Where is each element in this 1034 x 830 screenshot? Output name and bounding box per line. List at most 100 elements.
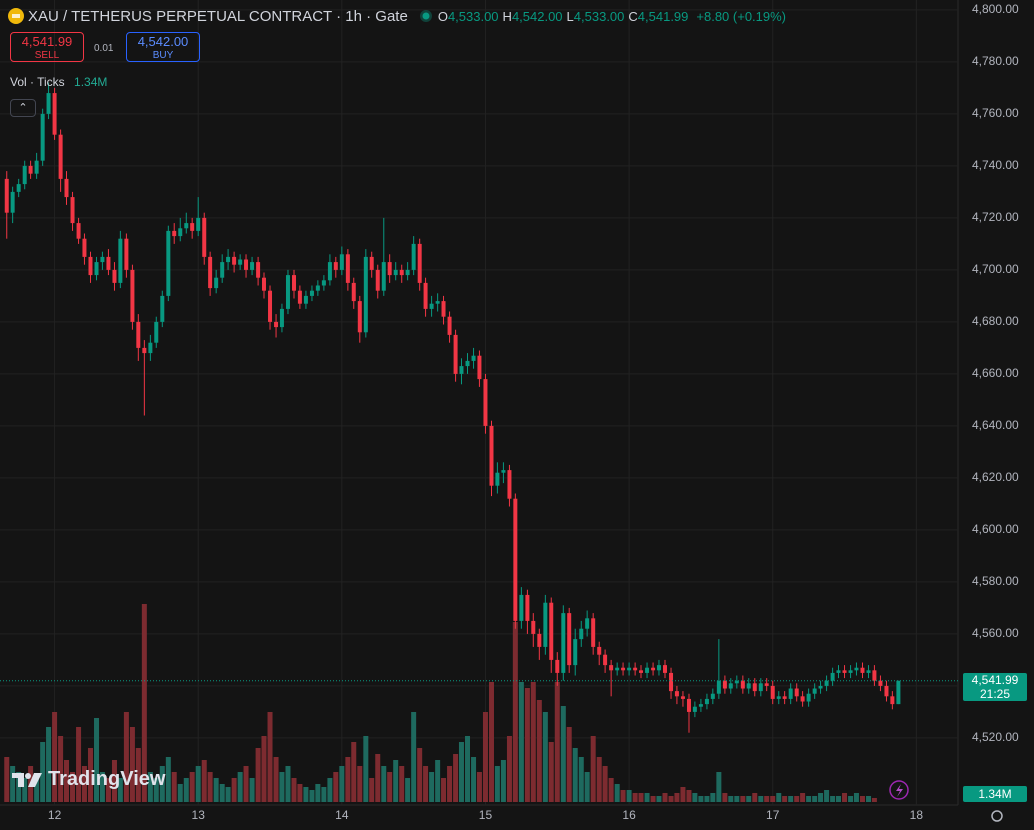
volume-bar: [620, 790, 626, 802]
volume-bar: [46, 727, 52, 802]
change: +8.80 (+0.19%): [696, 8, 787, 24]
volume-bar: [441, 778, 447, 802]
candle-body: [806, 693, 811, 702]
candle-body: [148, 342, 153, 354]
volume-bar: [488, 682, 494, 802]
volume-bar: [267, 712, 273, 802]
volume-bar: [123, 712, 129, 802]
candle-body: [232, 256, 237, 265]
candle-body: [728, 683, 733, 689]
volume-bar: [710, 793, 716, 802]
volume-bar: [393, 760, 399, 802]
alert-icon-bolt: [896, 784, 903, 797]
y-tick-label: 4,700.00: [972, 262, 1019, 276]
candle-body: [238, 259, 243, 265]
candle-body: [321, 280, 326, 286]
candle-body: [872, 670, 877, 681]
volume-bar: [399, 766, 405, 802]
buy-price: 4,542.00: [137, 34, 189, 49]
candle-body: [52, 93, 57, 135]
y-tick-label: 4,600.00: [972, 522, 1019, 536]
brand: TradingView: [12, 768, 165, 791]
candle-body: [794, 688, 799, 697]
sell-price: 4,541.99: [21, 34, 73, 49]
volume-bar: [758, 796, 764, 802]
ohlc-value: 4,533.00: [573, 8, 625, 24]
sell-button[interactable]: 4,541.99 SELL: [10, 32, 84, 62]
volume-bar: [680, 787, 686, 802]
volume-bar: [800, 793, 806, 802]
candle-body: [363, 256, 368, 333]
candle-body: [34, 160, 39, 174]
x-tick-label: 18: [910, 808, 924, 822]
candle-body: [609, 665, 614, 671]
volume-bar: [141, 604, 147, 802]
candle-body: [878, 680, 883, 686]
volume-bar: [291, 778, 297, 802]
volume-bar: [369, 778, 375, 802]
buy-button[interactable]: 4,542.00 BUY: [126, 32, 200, 62]
candle-body: [441, 301, 446, 317]
volume-bar: [500, 760, 506, 802]
x-tick-label: 12: [48, 808, 62, 822]
candle-body: [692, 706, 697, 712]
candle-body: [501, 470, 506, 473]
candle-body: [471, 355, 476, 361]
candle-body: [621, 667, 626, 671]
collapse-button[interactable]: ⌃: [10, 99, 36, 117]
candle-body: [303, 295, 308, 304]
candle-body: [274, 321, 279, 328]
candle-body: [297, 290, 302, 304]
volume-bar: [512, 622, 518, 802]
status-dot: [419, 10, 432, 22]
volume-bar: [411, 712, 417, 802]
candle-body: [860, 667, 865, 673]
candle-body: [208, 256, 213, 289]
last-price-tag: 4,541.99 21:25: [963, 672, 1027, 701]
settings-icon[interactable]: [991, 810, 1003, 822]
volume-legend: Vol · Ticks 1.34M: [10, 75, 107, 89]
volume-bar: [686, 790, 692, 802]
volume-bar: [770, 796, 776, 802]
volume-bar: [656, 796, 662, 802]
volume-bar: [213, 778, 219, 802]
volume-bar: [674, 793, 680, 802]
volume-bar: [722, 793, 728, 802]
candle-body: [46, 93, 51, 114]
y-tick-label: 4,660.00: [972, 366, 1019, 380]
last-volume-tag: 1.34M: [963, 786, 1027, 802]
volume-bar: [458, 742, 464, 802]
volume-bar: [572, 748, 578, 802]
volume-bar: [189, 772, 195, 802]
candle-body: [154, 321, 159, 343]
volume-bar: [734, 796, 740, 802]
candle-body: [866, 670, 871, 673]
candle-body: [136, 321, 141, 348]
volume-bar: [471, 757, 477, 802]
candle-body: [698, 704, 703, 707]
volume-bar: [279, 772, 285, 802]
candle-body: [196, 217, 201, 231]
volume-bar: [836, 796, 842, 802]
candle-body: [82, 238, 87, 257]
ohlc-value: 4,541.99: [637, 8, 689, 24]
candle-body: [417, 243, 422, 283]
candle-body: [405, 269, 410, 276]
volume-bar: [638, 793, 644, 802]
candle-body: [94, 262, 99, 276]
candle-body: [345, 254, 350, 283]
candle-body: [824, 680, 829, 686]
candle-body: [256, 262, 261, 278]
candle-body: [202, 217, 207, 257]
volume-bar: [614, 784, 620, 802]
candle-body: [513, 498, 518, 621]
volume-bar: [692, 793, 698, 802]
volume-bar: [111, 760, 117, 802]
alert-icon[interactable]: [889, 780, 909, 800]
volume-indicator-name[interactable]: Vol · Ticks: [10, 75, 65, 89]
x-tick-label: 15: [479, 808, 493, 822]
volume-bar: [273, 757, 279, 802]
candle-body: [525, 594, 530, 621]
candle-body: [130, 269, 135, 322]
symbol-title[interactable]: XAU / TETHERUS PERPETUAL CONTRACT · 1h ·…: [28, 7, 408, 25]
